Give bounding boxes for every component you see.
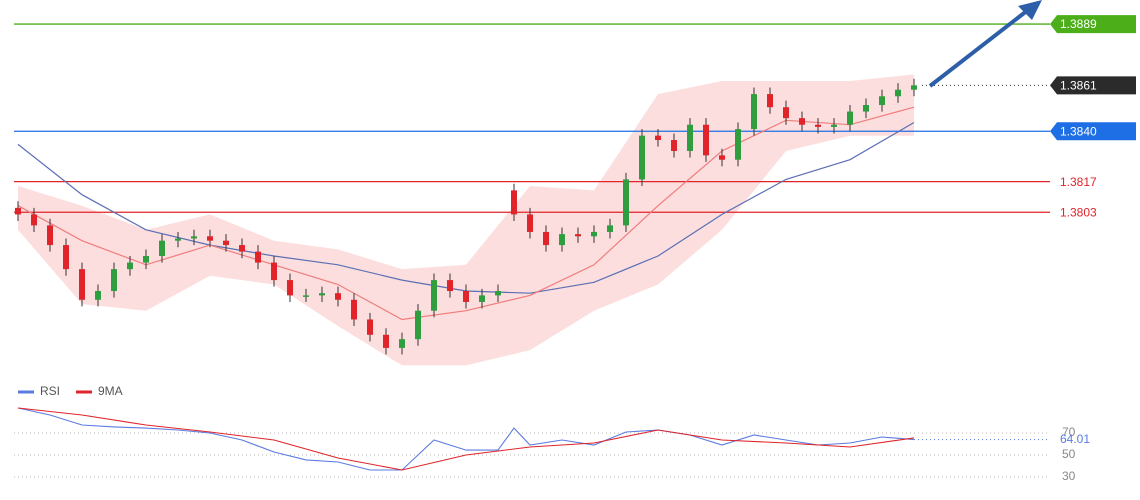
candle-body	[111, 269, 117, 292]
candle-body	[639, 135, 645, 180]
candle-body	[623, 179, 629, 226]
candle-body	[479, 295, 485, 302]
candle-body	[127, 262, 133, 270]
price-tag	[1050, 15, 1136, 34]
candle-body	[863, 105, 869, 112]
arrow-shaft	[928, 8, 1030, 88]
candle-body	[95, 291, 101, 300]
candle-body	[783, 107, 789, 119]
candle-body	[495, 291, 501, 296]
candle-body	[671, 140, 677, 151]
candle-body	[815, 124, 821, 127]
candle-body	[143, 256, 149, 263]
candle-body	[511, 190, 517, 215]
candle-body	[175, 238, 181, 241]
moving-average	[17, 106, 915, 321]
candle-body	[895, 89, 901, 97]
price-level-label: 1.3803	[1060, 205, 1097, 219]
candle-body	[223, 240, 229, 246]
candle-body	[591, 231, 597, 237]
price-level-label: 1.3861	[1060, 79, 1097, 93]
y-tick-label: 50	[1062, 447, 1076, 461]
candle-body	[831, 124, 837, 127]
candle-body	[399, 339, 405, 348]
current-value-label: 64.01	[1060, 432, 1090, 446]
price-tag	[1050, 122, 1136, 141]
price-panel: 1.3889 1.3861 1.3840 1.3817 1.3803	[14, 15, 1136, 366]
price-level-label: 1.3817	[1060, 175, 1097, 189]
candle-body	[703, 124, 709, 156]
candle-body	[607, 225, 613, 232]
candle-body	[79, 269, 85, 300]
y-tick-label: 30	[1062, 469, 1076, 483]
candle-body	[383, 334, 389, 348]
candle-body	[655, 135, 661, 141]
legend-label: RSI	[40, 384, 60, 398]
candle-body	[47, 225, 53, 246]
candle-body	[319, 293, 325, 296]
candle-body	[687, 124, 693, 151]
arrow-head	[1018, 0, 1042, 20]
candle-body	[207, 236, 213, 241]
candle-body	[431, 280, 437, 311]
candle-body	[751, 94, 757, 130]
candle-body	[447, 280, 453, 292]
candle-body	[351, 299, 357, 320]
candle-body	[63, 245, 69, 270]
legend-label: 9MA	[98, 384, 123, 398]
candle-body	[303, 295, 309, 297]
candle-body	[287, 280, 293, 296]
price-level-label: 1.3840	[1060, 124, 1097, 138]
candle-body	[847, 111, 853, 125]
candle-body	[543, 231, 549, 246]
candle-body	[575, 234, 581, 237]
candle-body	[799, 118, 805, 125]
y-tick-label: 70	[1062, 425, 1076, 439]
candle-body	[367, 319, 373, 335]
candle-body	[191, 236, 197, 239]
candle-body	[559, 234, 565, 246]
candle-body	[879, 96, 885, 106]
rsi-panel: 30 50 70 RSI 9MA 64.01	[14, 384, 1090, 483]
indicator-line	[17, 407, 915, 471]
candle-body	[735, 129, 741, 160]
trend-arrow	[928, 0, 1042, 88]
candle-body	[15, 207, 21, 215]
price-tag	[1050, 76, 1136, 95]
candle-body	[911, 85, 917, 90]
candle-body	[31, 214, 37, 226]
candle-body	[255, 251, 261, 263]
candle-body	[239, 245, 245, 252]
price-level-label: 1.3889	[1060, 17, 1097, 31]
candle-body	[335, 293, 341, 300]
candle-body	[767, 94, 773, 108]
candle-body	[463, 291, 469, 302]
candle-body	[719, 155, 725, 160]
candle-body	[271, 262, 277, 281]
candle-body	[415, 310, 421, 340]
indicator-line	[17, 407, 915, 471]
candle-body	[527, 214, 533, 232]
candle-body	[159, 240, 165, 257]
